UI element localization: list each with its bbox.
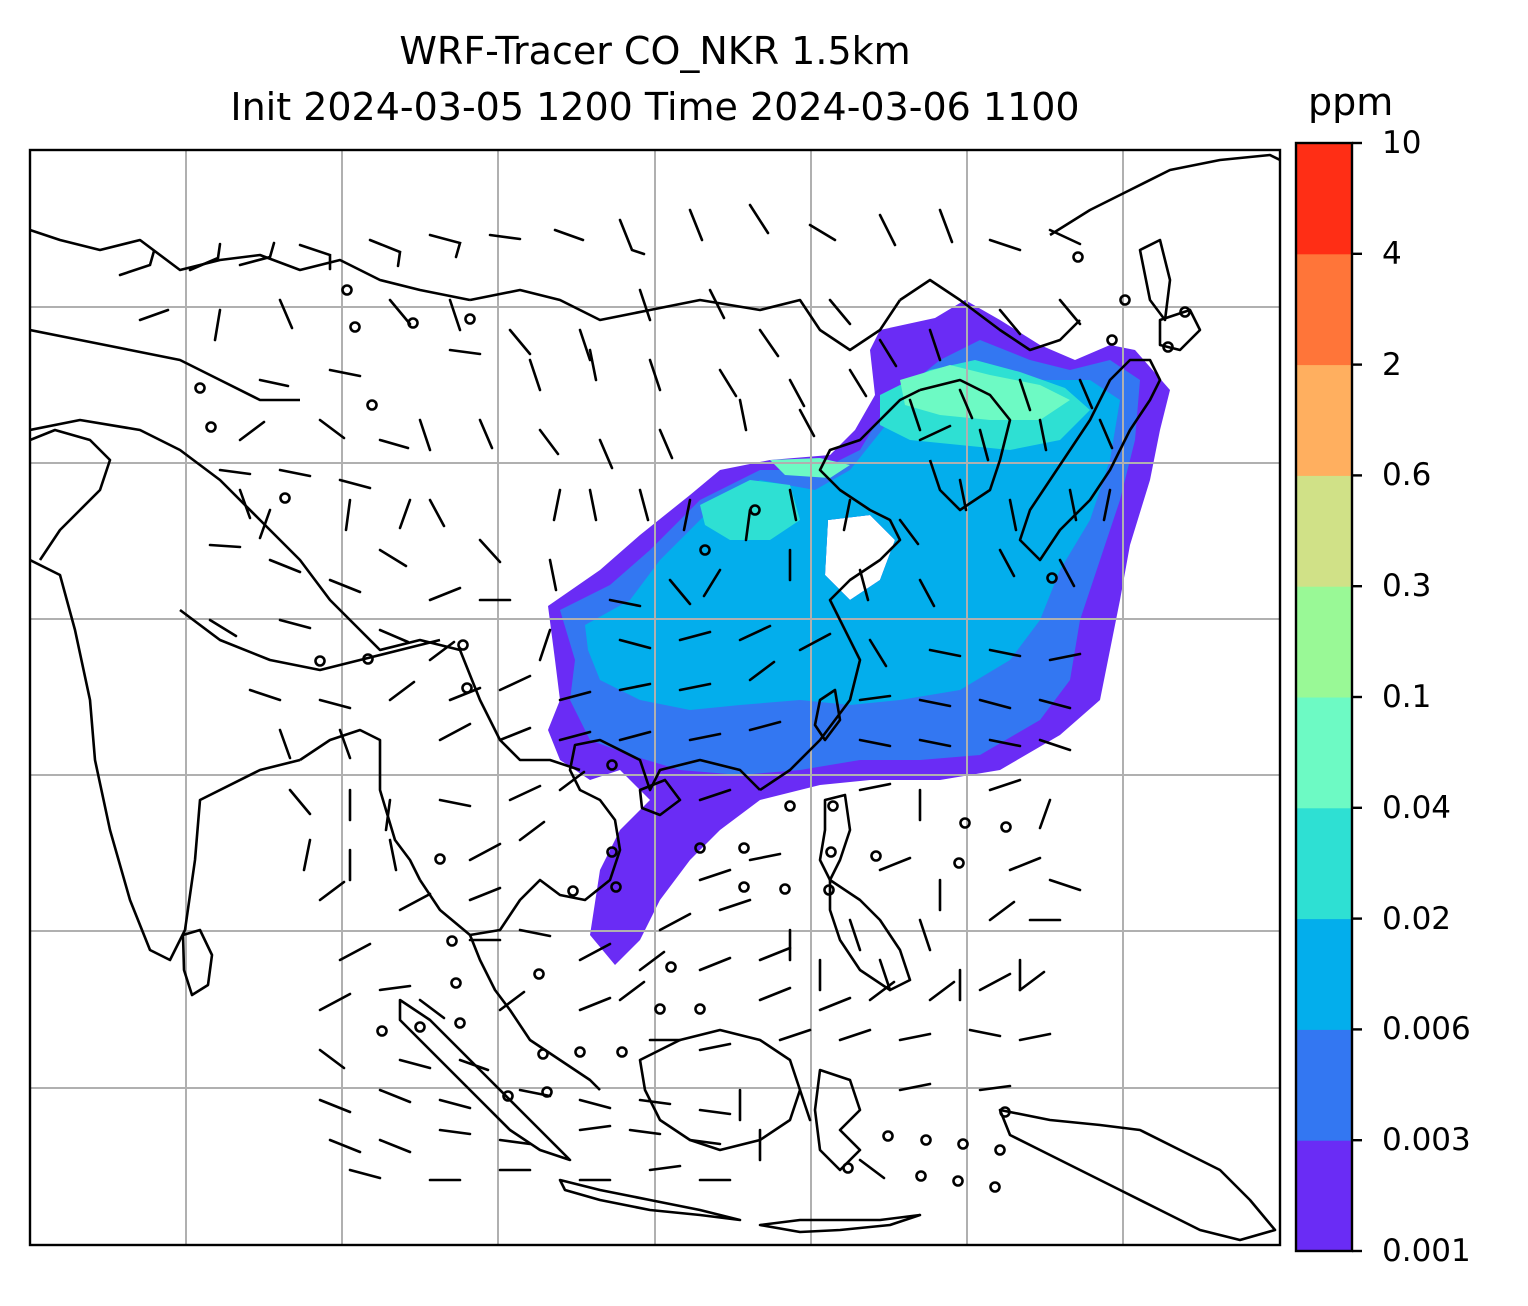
- malay-peninsula: [468, 934, 601, 1091]
- northeast-china-border: [899, 278, 1081, 352]
- colorbar-unit: ppm: [1308, 80, 1394, 124]
- colorbar-segment: [1296, 475, 1352, 587]
- colorbar-tick-label: 0.04: [1382, 789, 1452, 826]
- sri-lanka: [181, 928, 214, 997]
- java: [558, 1178, 742, 1222]
- plume-level-0.04: [770, 365, 1070, 478]
- colorbar-segment: [1296, 143, 1352, 255]
- china-west-border: [30, 418, 461, 652]
- colorbar-segment: [1296, 364, 1352, 476]
- colorbar-segment: [1296, 253, 1352, 366]
- colorbar-tick-label: 0.3: [1382, 568, 1432, 605]
- mongolia-border: [469, 288, 902, 352]
- calm-wind-markers: [194, 251, 1191, 1193]
- colorbar-tick-label: 0.001: [1382, 1233, 1471, 1269]
- china-internal-border: [458, 649, 581, 772]
- indochina-coast: [418, 738, 761, 937]
- northern-border: [30, 228, 471, 302]
- colorbar-tick-label: 0.02: [1382, 900, 1452, 937]
- india-coast: [30, 558, 301, 962]
- sulawesi: [813, 1068, 862, 1172]
- hainan: [638, 778, 682, 817]
- colorbar-tick-label: 0.003: [1382, 1122, 1471, 1159]
- luzon: [818, 793, 852, 882]
- gridlines: [30, 150, 1280, 1245]
- colorbar-segment: [1296, 586, 1352, 698]
- japan-honshu: [1018, 358, 1162, 562]
- korea-coast: [919, 378, 1012, 512]
- colorbar-segment: [1296, 697, 1352, 809]
- colorbar-tick-label: 0.6: [1382, 457, 1432, 494]
- new-guinea: [998, 1108, 1277, 1242]
- colorbar-tick-label: 0.006: [1382, 1011, 1471, 1048]
- map-subtitle: Init 2024-03-05 1200 Time 2024-03-06 110…: [230, 85, 1080, 129]
- colorbar-tick-label: 2: [1382, 346, 1402, 383]
- co-plume: [548, 300, 1170, 965]
- china-coast: [759, 388, 921, 792]
- sakhalin: [1138, 238, 1172, 322]
- colorbar-frame: [1294, 141, 1354, 1253]
- sumatra: [398, 998, 572, 1162]
- colorbar-tick-label: 10: [1382, 125, 1422, 161]
- arabia-coast: [30, 428, 112, 561]
- philippines-south: [828, 878, 912, 992]
- colorbar: [1296, 141, 1362, 1253]
- colorbar-tick-label: 4: [1382, 235, 1402, 272]
- coastlines: [30, 153, 1280, 1242]
- colorbar-segment: [1296, 807, 1352, 920]
- myanmar-coast: [299, 728, 422, 881]
- colorbar-segment: [1296, 1029, 1352, 1141]
- russia-pacific-coast: [1049, 153, 1280, 237]
- borneo: [638, 1028, 802, 1152]
- map-frame: [28, 148, 1282, 1247]
- colorbar-segment: [1296, 918, 1352, 1030]
- taiwan: [813, 688, 842, 742]
- central-asia-border: [30, 328, 300, 402]
- himalaya-border: [179, 608, 441, 672]
- map-title: WRF-Tracer CO_NKR 1.5km: [399, 29, 911, 73]
- colorbar-tick-label: 0.1: [1382, 679, 1432, 715]
- japan-hokkaido: [1158, 308, 1202, 352]
- colorbar-segment: [1296, 1140, 1352, 1252]
- timor-islands: [758, 1213, 922, 1234]
- wind-barbs: [118, 203, 1114, 1182]
